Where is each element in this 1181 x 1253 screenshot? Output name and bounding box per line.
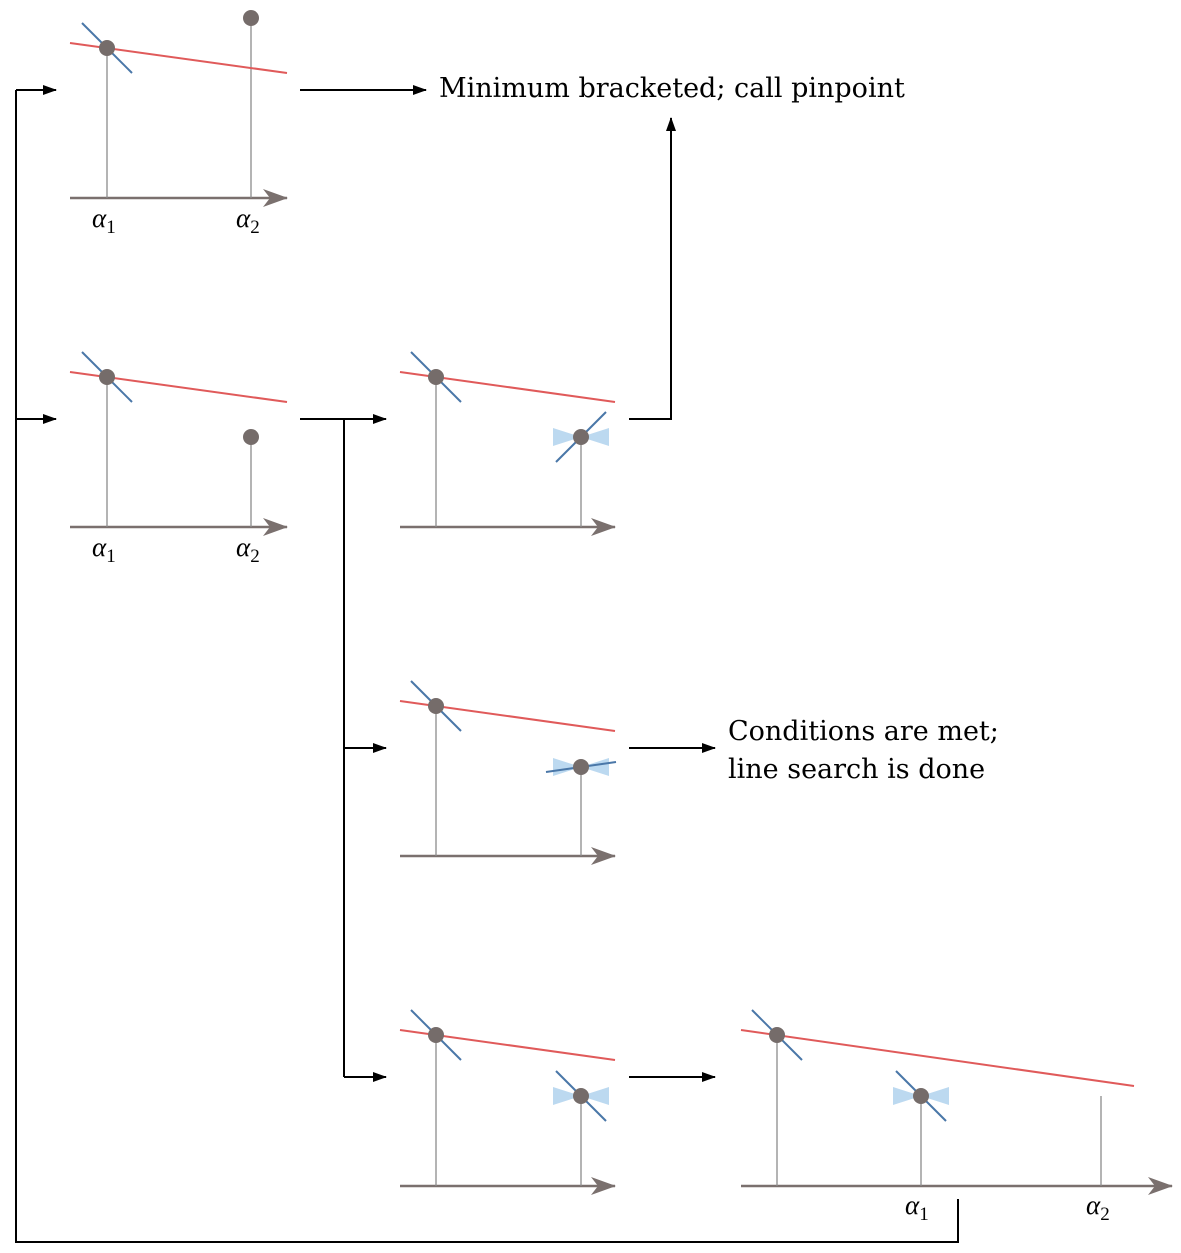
flow-connectors (15, 85, 959, 1243)
point-alpha1 (99, 40, 115, 56)
point-alpha2 (573, 429, 589, 445)
panel-bracketed: α1 α2 (69, 10, 288, 238)
point-alpha1 (913, 1088, 929, 1104)
label-alpha2: α2 (236, 203, 260, 238)
point-alpha2 (243, 10, 259, 26)
arrow-up-to-caption (629, 117, 676, 420)
loop-back-line (15, 90, 959, 1243)
label-alpha1: α1 (92, 203, 116, 238)
sufficient-decrease-line (740, 1029, 1135, 1087)
caption-conditions-line2: line search is done (728, 754, 986, 785)
caption-conditions-met: Conditions are met; line search is done (728, 713, 999, 789)
point-alpha2 (573, 759, 589, 775)
caption-minimum-bracketed: Minimum bracketed; call pinpoint (439, 73, 905, 104)
panel-lower-function-value: α1 α2 (69, 351, 288, 567)
label-alpha2: α2 (236, 532, 260, 567)
point-alpha1 (428, 698, 444, 714)
point-alpha2 (243, 429, 259, 445)
label-alpha2: α2 (1086, 1190, 1110, 1225)
caption-conditions-line1: Conditions are met; (728, 716, 999, 747)
point-alpha1 (428, 369, 444, 385)
panel-positive-slope (399, 351, 616, 536)
label-alpha1: α1 (905, 1190, 929, 1225)
point-alpha1 (99, 369, 115, 385)
panel-negative-slope (399, 1009, 616, 1195)
point-alpha1 (428, 1027, 444, 1043)
point-alpha2 (573, 1088, 589, 1104)
panel-conditions-met (399, 680, 617, 865)
panel-extrapolate: α1 α2 (740, 1009, 1173, 1225)
point-alpha0 (769, 1027, 785, 1043)
label-alpha1: α1 (92, 532, 116, 567)
